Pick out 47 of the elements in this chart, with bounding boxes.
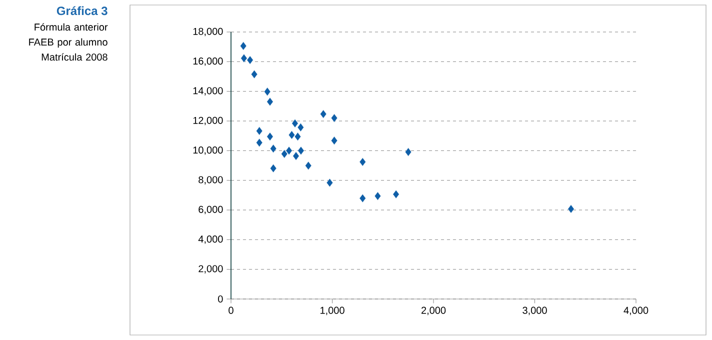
point [297,123,304,132]
point [286,146,292,156]
point [359,194,366,203]
point [326,178,334,188]
x-tick-label: 2,000 [421,306,446,316]
point [246,56,254,64]
point [288,130,296,140]
point [392,190,400,199]
point [281,150,288,158]
y-tick-label: 2,000 [198,265,223,274]
y-tick-label: 16,000 [193,58,223,66]
point [270,164,277,173]
point [266,97,274,106]
point [270,144,277,153]
y-tick-label: 10,000 [193,146,223,155]
text: Fórmula anterior FAEB por alumno Matrícula 2008 [29,23,108,61]
point [250,70,258,79]
point [330,114,338,122]
x-tick-label: 1,000 [320,306,344,316]
point [292,119,298,128]
point [305,161,312,170]
point [256,126,263,136]
point [374,192,382,200]
point [256,138,263,148]
text: Gráfica 3 [56,6,108,16]
x-tick-label: 3,000 [522,306,547,316]
x-tick-label: 4,000 [624,306,648,316]
y-tick-label: 6,000 [198,206,223,214]
point [264,87,271,96]
point [240,42,247,50]
x-tick-label: 0 [228,306,234,314]
point [292,152,300,160]
y-tick-label: 0 [218,295,223,303]
point [568,204,574,214]
point [298,146,304,156]
point [404,148,412,156]
point [266,132,274,141]
y-tick-label: 12,000 [193,116,223,126]
point [359,158,366,166]
point [330,136,338,145]
y-tick-label: 18,000 [193,28,223,36]
point [320,110,327,118]
point [294,132,302,141]
y-tick-label: 14,000 [193,87,223,96]
y-tick-label: 4,000 [198,236,223,244]
point [240,54,248,63]
y-tick-label: 8,000 [198,176,223,184]
